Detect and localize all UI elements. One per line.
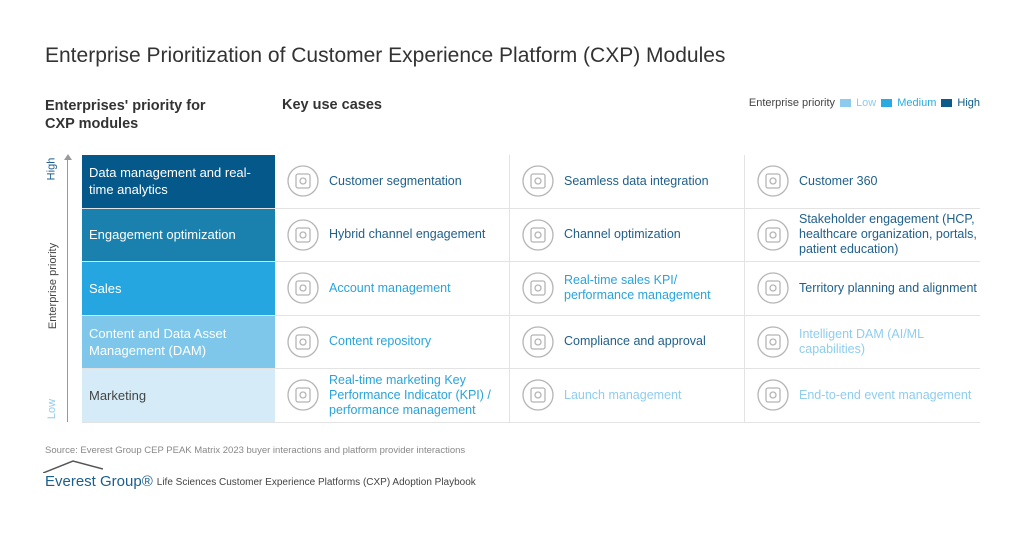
axis-low-label: Low — [46, 398, 59, 420]
source-note: Source: Everest Group CEP PEAK Matrix 20… — [45, 445, 466, 456]
priority-matrix: Data management and real-time analytics C… — [82, 155, 980, 423]
calendar-stars-icon — [753, 375, 793, 415]
use-case-cell: Seamless data integration — [510, 155, 745, 208]
data-network-icon — [518, 161, 558, 201]
module-label: Sales — [82, 262, 275, 315]
matrix-row: Content and Data Asset Management (DAM) C… — [82, 315, 980, 369]
legend: Enterprise priority Low Medium High — [749, 97, 980, 109]
use-case-cell: End-to-end event management — [745, 369, 980, 422]
customer-360-icon — [753, 161, 793, 201]
use-case-label: Launch management — [564, 387, 682, 402]
use-case-label: Customer 360 — [799, 173, 878, 188]
use-case-cell: Content repository — [275, 315, 510, 368]
use-case-cell: Channel optimization — [510, 208, 745, 261]
matrix-row: Engagement optimization Hybrid channel en… — [82, 208, 980, 262]
account-calculator-icon — [283, 268, 323, 308]
footer: Everest Group® Life Sciences Customer Ex… — [43, 460, 476, 490]
use-case-cell: Real-time sales KPI/ performance managem… — [510, 262, 745, 315]
everest-group-logo: Everest Group® — [43, 460, 153, 490]
use-case-label: Channel optimization — [564, 227, 681, 242]
use-case-label: Customer segmentation — [329, 173, 462, 188]
use-case-cell: Customer segmentation — [275, 155, 510, 208]
legend-medium: Medium — [897, 97, 937, 109]
legend-swatch-high — [941, 99, 953, 107]
use-case-label: Intelligent DAM (AI/ML capabilities) — [799, 326, 924, 356]
left-column-header: Enterprises' priority for CXP modules — [45, 98, 206, 132]
module-label: Engagement optimization — [82, 208, 275, 261]
axis-arrow-icon — [64, 154, 72, 160]
use-case-label: Real-time sales KPI/ performance managem… — [564, 273, 711, 303]
document-database-icon — [283, 322, 323, 362]
matrix-row: Marketing Real-time marketing Key Perform… — [82, 369, 980, 423]
module-label: Marketing — [82, 369, 275, 422]
module-label: Data management and real-time analytics — [82, 155, 275, 208]
devices-icon — [283, 215, 323, 255]
people-presentation-icon — [283, 161, 323, 201]
gauge-gear-icon — [283, 375, 323, 415]
use-case-label: Compliance and approval — [564, 334, 706, 349]
use-case-cell: Launch management — [510, 369, 745, 422]
use-case-label: Hybrid channel engagement — [329, 227, 486, 242]
right-column-header: Key use cases — [282, 97, 382, 113]
use-case-label: Seamless data integration — [564, 173, 709, 188]
checklist-gavel-icon — [518, 322, 558, 362]
use-case-cell: Intelligent DAM (AI/ML capabilities) — [745, 316, 980, 369]
stakeholder-network-icon — [753, 215, 793, 255]
use-case-cell: Hybrid channel engagement — [275, 208, 510, 261]
use-case-label: End-to-end event management — [799, 387, 972, 402]
gauge-chart-icon — [518, 268, 558, 308]
use-case-label: Content repository — [329, 334, 432, 349]
module-label: Content and Data Asset Management (DAM) — [82, 315, 275, 368]
axis-high-label: High — [45, 157, 58, 181]
use-case-cell: Account management — [275, 262, 510, 315]
legend-high: High — [957, 97, 980, 109]
use-case-label: Territory planning and alignment — [799, 280, 977, 295]
footer-text: Life Sciences Customer Experience Platfo… — [156, 477, 476, 488]
priority-axis — [67, 158, 68, 422]
matrix-row: Data management and real-time analytics C… — [82, 155, 980, 209]
axis-label: Enterprise priority — [47, 242, 60, 330]
matrix-row: Sales Account management Real-time sales K… — [82, 262, 980, 316]
use-case-cell: Real-time marketing Key Performance Indi… — [275, 369, 510, 422]
legend-swatch-medium — [881, 99, 893, 107]
channel-hub-icon — [518, 215, 558, 255]
page-title: Enterprise Prioritization of Customer Ex… — [45, 44, 726, 67]
logo-text: Everest Group® — [45, 473, 153, 490]
use-case-cell: Customer 360 — [745, 155, 980, 208]
legend-label: Enterprise priority — [748, 97, 836, 109]
legend-low: Low — [856, 97, 877, 109]
use-case-label: Real-time marketing Key Performance Indi… — [329, 372, 491, 417]
map-pin-icon — [753, 268, 793, 308]
brain-circuit-icon — [753, 322, 793, 362]
use-case-label: Stakeholder engagement (HCP, healthcare … — [799, 212, 977, 257]
use-case-cell: Stakeholder engagement (HCP, healthcare … — [745, 209, 980, 262]
use-case-cell: Territory planning and alignment — [745, 262, 980, 315]
legend-swatch-low — [840, 99, 852, 107]
use-case-label: Account management — [329, 280, 451, 295]
use-case-cell: Compliance and approval — [510, 315, 745, 368]
lightbulb-rocket-icon — [518, 375, 558, 415]
